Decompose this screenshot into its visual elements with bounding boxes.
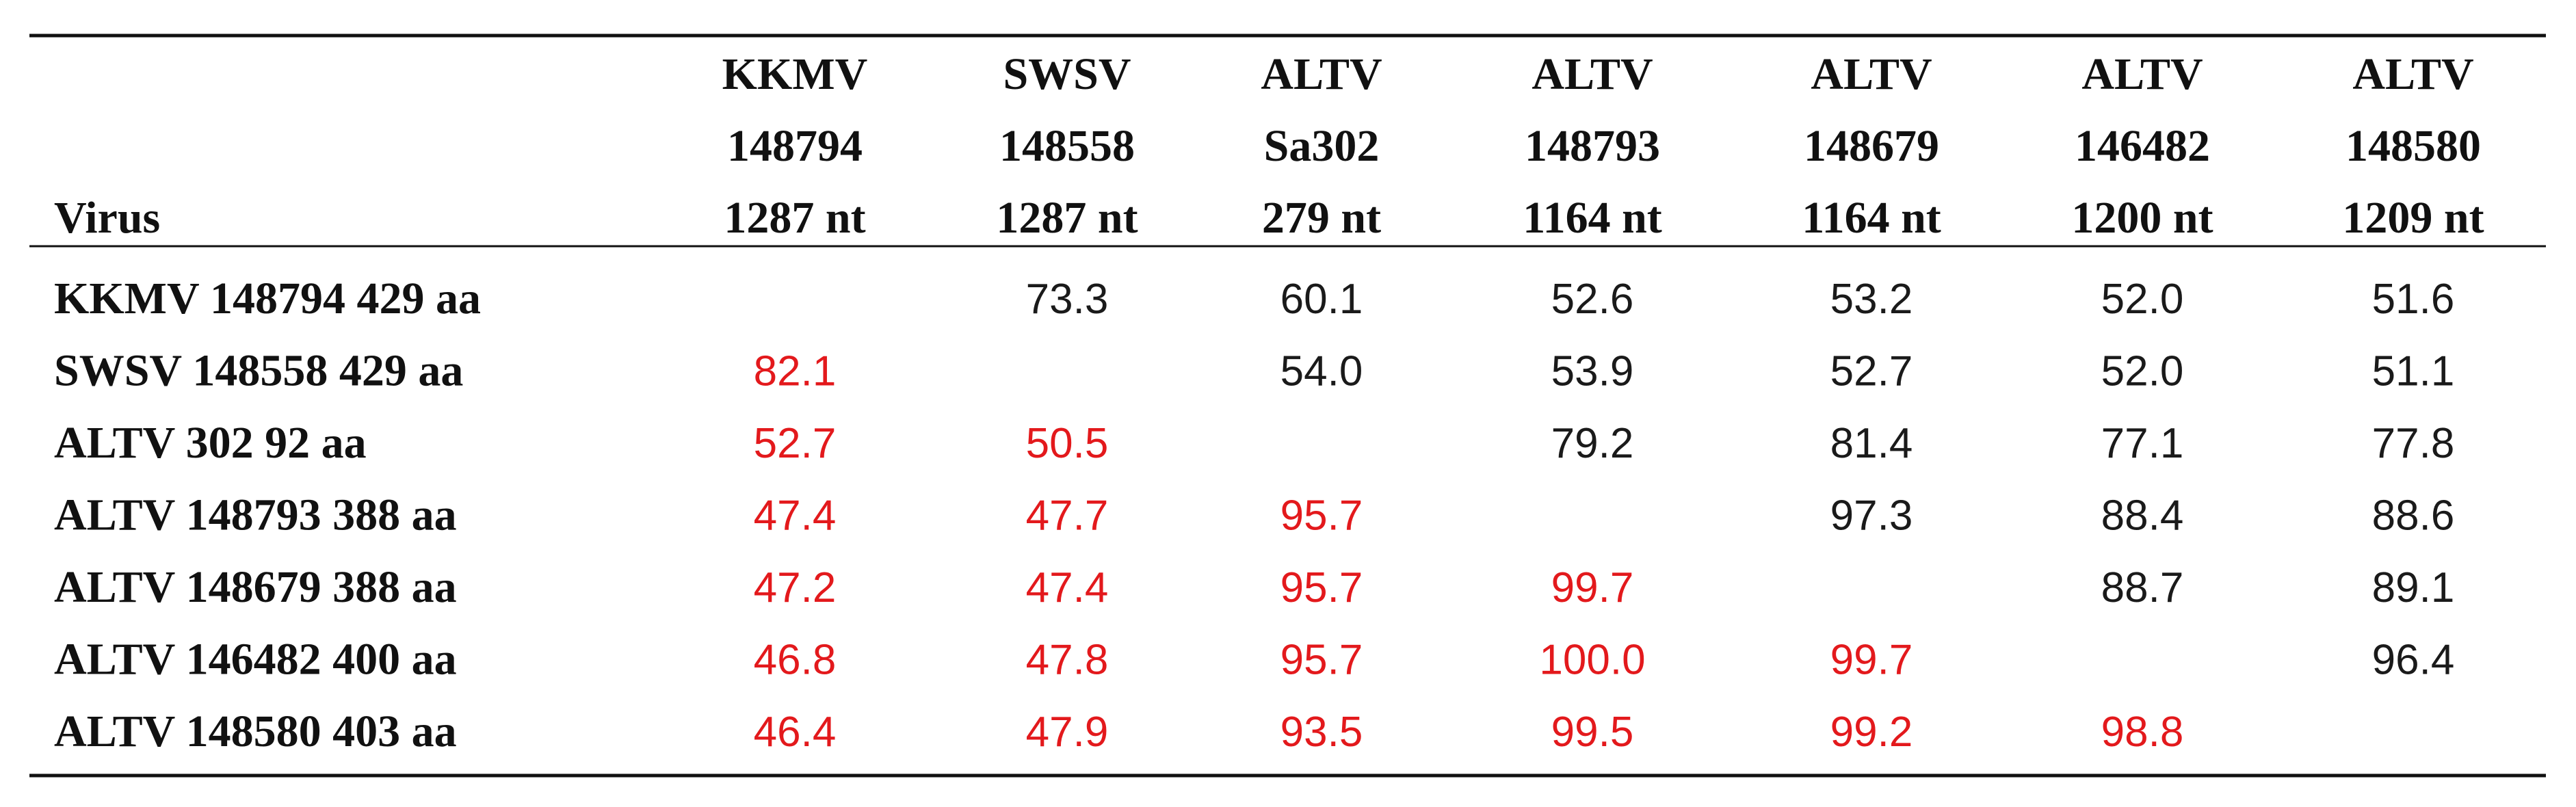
- column-header: Sa302: [1264, 121, 1380, 171]
- column-header: SWSV: [1003, 49, 1131, 99]
- cell-value: 47.4: [754, 492, 837, 540]
- cell-value: 51.1: [2372, 348, 2455, 395]
- column-header: ALTV: [1532, 49, 1653, 99]
- column-header: 1209 nt: [2342, 193, 2484, 243]
- cell-value: 53.2: [1830, 276, 1913, 323]
- cell-value: 50.5: [1026, 420, 1109, 467]
- cell-value: 98.8: [2101, 709, 2184, 756]
- row-label: ALTV 302 92 aa: [54, 418, 367, 468]
- cell-value: 53.9: [1551, 348, 1634, 395]
- column-header: 146482: [2075, 121, 2210, 171]
- column-header: 1164 nt: [1523, 193, 1662, 243]
- column-header: 148794: [727, 121, 863, 171]
- cell-value: 88.7: [2101, 564, 2184, 611]
- cell-value: 47.7: [1026, 492, 1109, 540]
- cell-value: 47.9: [1026, 709, 1109, 756]
- column-header: 148793: [1525, 121, 1660, 171]
- cell-value: 99.7: [1830, 637, 1913, 684]
- row-label: SWSV 148558 429 aa: [54, 346, 463, 396]
- cell-value: 81.4: [1830, 420, 1913, 467]
- row-label: ALTV 148679 388 aa: [54, 562, 457, 612]
- column-header: 148558: [999, 121, 1135, 171]
- column-header: 1164 nt: [1802, 193, 1941, 243]
- column-header: ALTV: [1261, 49, 1382, 99]
- cell-value: 60.1: [1280, 276, 1363, 323]
- cell-value: 52.0: [2101, 348, 2184, 395]
- cell-value: 77.1: [2101, 420, 2184, 467]
- cell-value: 88.4: [2101, 492, 2184, 540]
- cell-value: 96.4: [2372, 637, 2455, 684]
- cell-value: 47.8: [1026, 637, 1109, 684]
- cell-value: 77.8: [2372, 420, 2455, 467]
- cell-value: 52.6: [1551, 276, 1634, 323]
- cell-value: 100.0: [1539, 637, 1645, 684]
- cell-value: 52.7: [1830, 348, 1913, 395]
- column-header: ALTV: [2081, 49, 2203, 99]
- cell-value: 95.7: [1280, 637, 1363, 684]
- row-label: ALTV 148580 403 aa: [54, 706, 457, 756]
- column-header: 279 nt: [1262, 193, 1381, 243]
- row-label: ALTV 148793 388 aa: [54, 490, 457, 540]
- column-header: ALTV: [2352, 49, 2473, 99]
- cell-value: 95.7: [1280, 492, 1363, 540]
- column-header: KKMV: [722, 49, 868, 99]
- cell-value: 99.2: [1830, 709, 1913, 756]
- cell-value: 89.1: [2372, 564, 2455, 611]
- cell-value: 46.8: [754, 637, 837, 684]
- header-label: Virus: [54, 193, 160, 243]
- cell-value: 82.1: [754, 348, 837, 395]
- column-header: ALTV: [1811, 49, 1932, 99]
- cell-value: 79.2: [1551, 420, 1634, 467]
- cell-value: 52.7: [754, 420, 837, 467]
- column-header: 1200 nt: [2071, 193, 2213, 243]
- cell-value: 95.7: [1280, 564, 1363, 611]
- cell-value: 93.5: [1280, 709, 1363, 756]
- cell-value: 54.0: [1280, 348, 1363, 395]
- cell-value: 99.5: [1551, 709, 1634, 756]
- column-header: 1287 nt: [996, 193, 1138, 243]
- column-header: 148580: [2345, 121, 2481, 171]
- row-label: ALTV 146482 400 aa: [54, 635, 457, 685]
- column-header: 1287 nt: [724, 193, 865, 243]
- cell-value: 46.4: [754, 709, 837, 756]
- row-label: KKMV 148794 429 aa: [54, 274, 481, 323]
- cell-value: 99.7: [1551, 564, 1634, 611]
- cell-value: 51.6: [2372, 276, 2455, 323]
- cell-value: 97.3: [1830, 492, 1913, 540]
- cell-value: 73.3: [1026, 276, 1109, 323]
- cell-value: 47.4: [1026, 564, 1109, 611]
- cell-value: 47.2: [754, 564, 837, 611]
- column-header: 148679: [1804, 121, 1939, 171]
- cell-value: 88.6: [2372, 492, 2455, 540]
- cell-value: 52.0: [2101, 276, 2184, 323]
